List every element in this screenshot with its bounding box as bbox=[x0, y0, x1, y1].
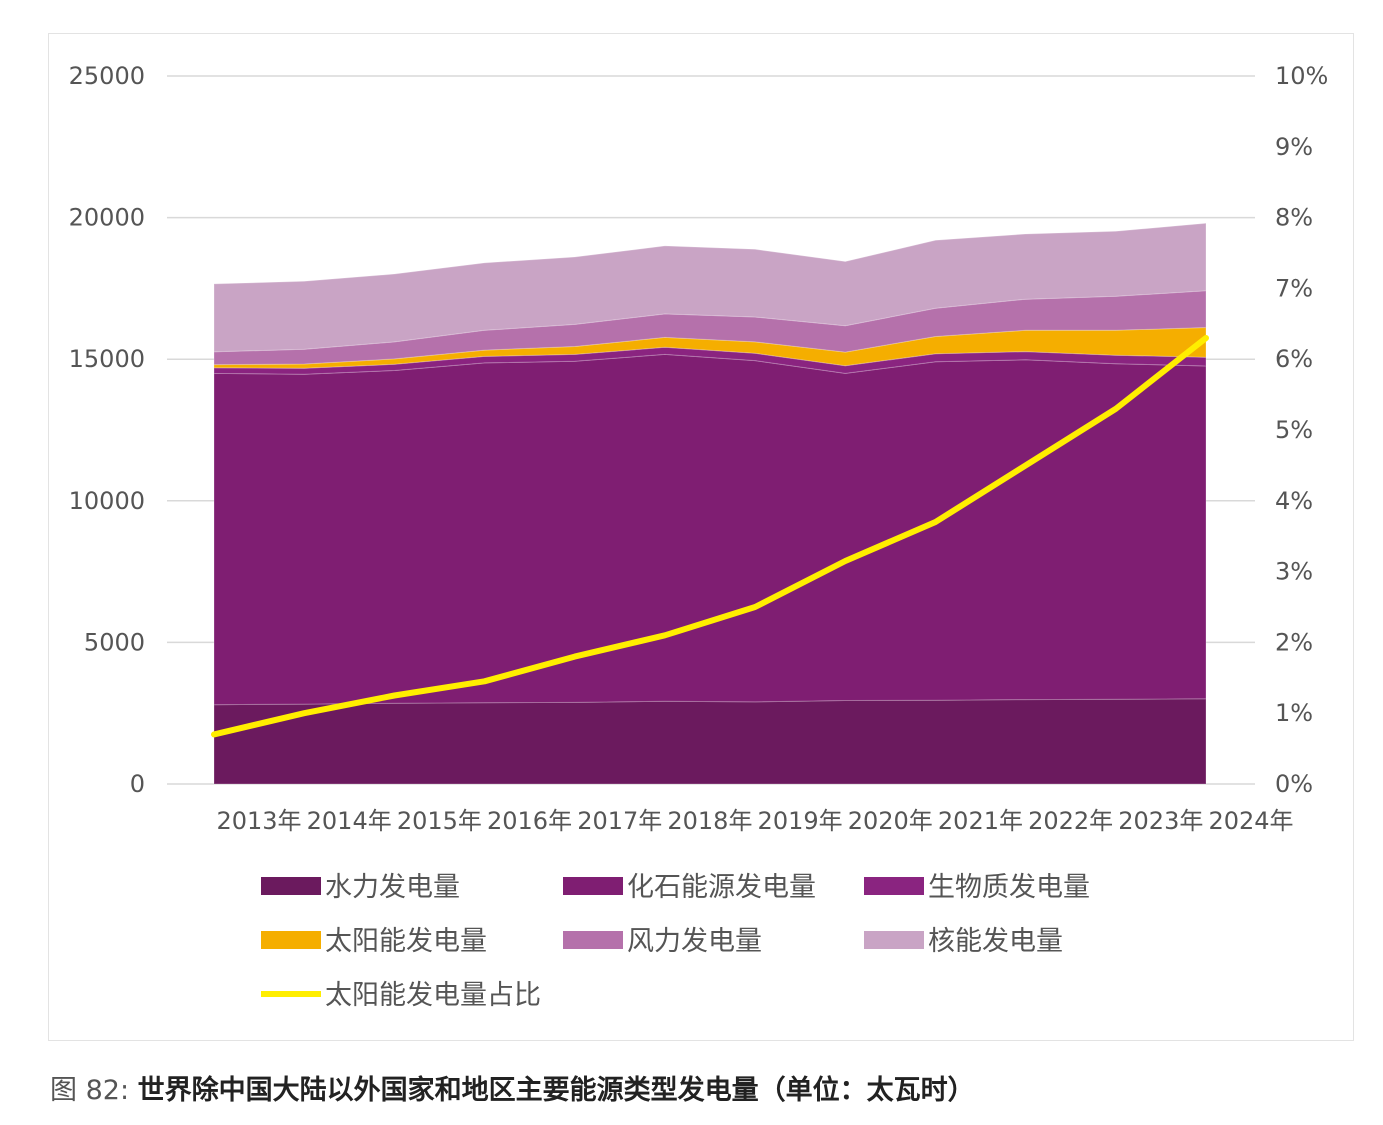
y-right-tick-label: 3% bbox=[1275, 558, 1313, 586]
x-tick-label: 2016年 bbox=[487, 807, 572, 835]
legend-label: 风力发电量 bbox=[627, 926, 762, 957]
area-series bbox=[213, 222, 1207, 353]
y-left-tick-label: 0 bbox=[130, 770, 145, 798]
y-left-tick-label: 15000 bbox=[69, 345, 145, 373]
legend-swatch bbox=[261, 991, 321, 997]
figure-title: 世界除中国大陆以外国家和地区主要能源类型发电量（单位：太瓦时） bbox=[137, 1075, 975, 1106]
y-right-tick-label: 4% bbox=[1275, 487, 1313, 515]
chart-svg: 0 5000 10000 15000 20000 25000 0% 1% 2% 3% 4% 5% 6%… bbox=[69, 62, 1329, 1011]
legend-swatch bbox=[261, 877, 321, 895]
line-series bbox=[211, 335, 1209, 738]
y-right-tick-label: 6% bbox=[1275, 345, 1313, 373]
legend-swatch bbox=[563, 931, 623, 949]
y-left-tick-label: 5000 bbox=[84, 628, 145, 656]
y-right-tick-label: 7% bbox=[1275, 274, 1313, 302]
area-layer bbox=[213, 222, 1207, 785]
x-tick-label: 2021年 bbox=[938, 807, 1023, 835]
y-right-tick-label: 0% bbox=[1275, 770, 1313, 798]
x-tick-label: 2018年 bbox=[667, 807, 752, 835]
legend-label: 太阳能发电量占比 bbox=[325, 980, 541, 1011]
x-tick-label: 2017年 bbox=[577, 807, 662, 835]
legend-swatch bbox=[563, 877, 623, 895]
x-tick-label: 2013年 bbox=[216, 807, 301, 835]
area-series bbox=[213, 353, 1207, 706]
y-axis-left: 0 5000 10000 15000 20000 25000 bbox=[69, 62, 145, 798]
figure-caption: 图 82: 世界除中国大陆以外国家和地区主要能源类型发电量（单位：太瓦时） bbox=[50, 1068, 975, 1107]
x-axis: 2013年 2014年 2015年 2016年 2017年 2018年 2019年 2020年… bbox=[216, 807, 1293, 835]
y-right-tick-label: 10% bbox=[1275, 62, 1328, 90]
y-left-tick-label: 25000 bbox=[69, 62, 145, 90]
x-tick-label: 2019年 bbox=[758, 807, 843, 835]
y-right-tick-label: 2% bbox=[1275, 628, 1313, 656]
figure-number: 图 82: bbox=[50, 1075, 130, 1106]
x-tick-label: 2015年 bbox=[397, 807, 482, 835]
chart-frame: 0 5000 10000 15000 20000 25000 0% 1% 2% 3% 4% 5% 6%… bbox=[48, 33, 1354, 1041]
legend-swatch bbox=[261, 931, 321, 949]
y-left-tick-label: 20000 bbox=[69, 204, 145, 232]
y-axis-right: 0% 1% 2% 3% 4% 5% 6% 7% 8% 9% 10% bbox=[1275, 62, 1328, 798]
x-tick-label: 2020年 bbox=[848, 807, 933, 835]
legend-label: 太阳能发电量 bbox=[325, 926, 487, 957]
y-right-tick-label: 5% bbox=[1275, 416, 1313, 444]
legend-label: 化石能源发电量 bbox=[627, 872, 816, 903]
y-right-tick-label: 9% bbox=[1275, 133, 1313, 161]
x-tick-label: 2022年 bbox=[1028, 807, 1113, 835]
x-tick-label: 2014年 bbox=[307, 807, 392, 835]
line-layer bbox=[211, 335, 1209, 738]
y-right-tick-label: 1% bbox=[1275, 699, 1313, 727]
legend-label: 水力发电量 bbox=[325, 872, 460, 903]
x-tick-label: 2023年 bbox=[1118, 807, 1203, 835]
legend-swatch bbox=[864, 877, 924, 895]
area-series bbox=[213, 698, 1207, 785]
legend-label: 生物质发电量 bbox=[928, 872, 1090, 903]
legend-swatch bbox=[864, 931, 924, 949]
legend-label: 核能发电量 bbox=[928, 926, 1063, 957]
y-right-tick-label: 8% bbox=[1275, 204, 1313, 232]
x-tick-label: 2024年 bbox=[1208, 807, 1293, 835]
y-left-tick-label: 10000 bbox=[69, 487, 145, 515]
